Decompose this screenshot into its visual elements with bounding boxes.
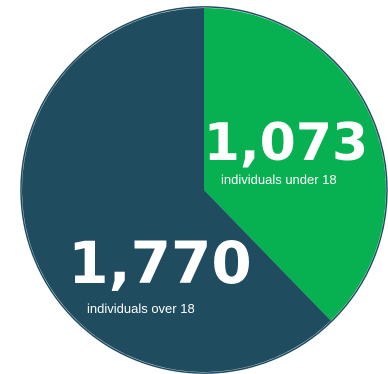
pie-outline-stroke [20,6,388,374]
over-18-label: individuals over 18 [87,301,195,316]
over-18-count: 1,770 [68,229,251,297]
pie-slice-over-18 [21,8,331,372]
under-18-label: individuals under 18 [221,172,337,187]
under-18-count: 1,073 [204,113,368,173]
pie-slice-under-18 [204,8,386,321]
